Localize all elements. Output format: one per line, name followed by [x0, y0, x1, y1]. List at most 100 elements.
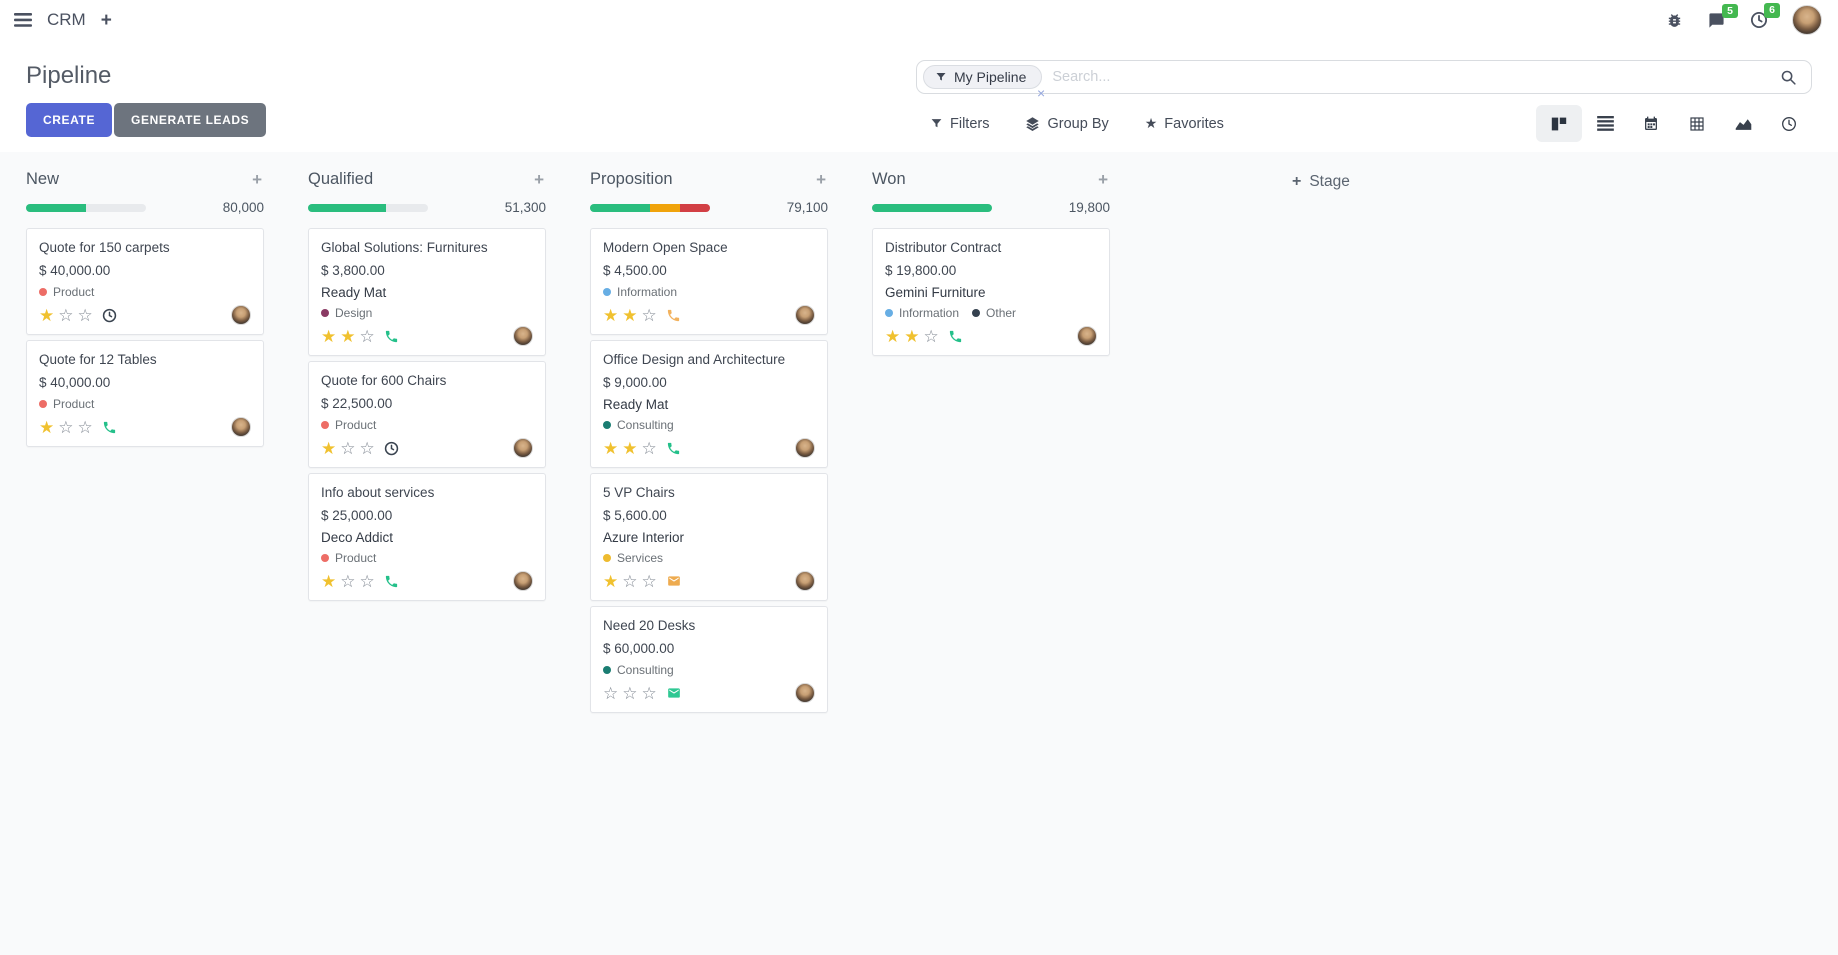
priority-star-empty-icon[interactable]: ☆: [622, 683, 638, 703]
activity-phone-icon[interactable]: [666, 308, 681, 323]
column-title[interactable]: New: [26, 170, 60, 188]
generate-leads-button[interactable]: GENERATE LEADS: [114, 103, 267, 137]
priority-stars[interactable]: ★ ★ ☆: [603, 307, 657, 324]
priority-star-filled-icon[interactable]: ★: [904, 326, 920, 346]
priority-star-filled-icon[interactable]: ★: [603, 438, 619, 458]
search-icon[interactable]: [1780, 69, 1797, 86]
create-button[interactable]: CREATE: [26, 103, 113, 137]
priority-star-empty-icon[interactable]: ☆: [58, 417, 74, 437]
add-record-icon[interactable]: +: [816, 170, 826, 189]
priority-stars[interactable]: ★ ★ ☆: [885, 328, 939, 345]
priority-star-empty-icon[interactable]: ☆: [923, 326, 939, 346]
opportunity-card[interactable]: 5 VP Chairs $ 5,600.00 Azure Interior Se…: [590, 473, 828, 601]
opportunity-card[interactable]: Global Solutions: Furnitures $ 3,800.00 …: [308, 228, 546, 356]
calendar-view-button[interactable]: [1628, 105, 1674, 142]
opportunity-card[interactable]: Distributor Contract $ 19,800.00 Gemini …: [872, 228, 1110, 356]
add-record-icon[interactable]: +: [534, 170, 544, 189]
opportunity-card[interactable]: Info about services $ 25,000.00 Deco Add…: [308, 473, 546, 601]
messages-button[interactable]: 5: [1707, 3, 1738, 29]
opportunity-card[interactable]: Quote for 600 Chairs $ 22,500.00 Product…: [308, 361, 546, 468]
priority-star-empty-icon[interactable]: ☆: [641, 305, 657, 325]
opportunity-card[interactable]: Need 20 Desks $ 60,000.00 Consulting ☆ ☆ ☆: [590, 606, 828, 713]
search-input[interactable]: [1052, 69, 1780, 85]
activity-phone-icon[interactable]: [948, 329, 963, 344]
priority-star-empty-icon[interactable]: ☆: [359, 571, 375, 591]
progress-segment[interactable]: [872, 203, 992, 212]
priority-star-filled-icon[interactable]: ★: [39, 417, 55, 437]
priority-star-filled-icon[interactable]: ★: [321, 571, 337, 591]
priority-star-empty-icon[interactable]: ☆: [359, 326, 375, 346]
group-by-button[interactable]: Group By: [1025, 115, 1109, 132]
opportunity-card[interactable]: Modern Open Space $ 4,500.00 Information…: [590, 228, 828, 335]
activity-clock-icon[interactable]: [102, 308, 117, 323]
column-progressbar[interactable]: [590, 203, 710, 212]
activity-envelope-icon[interactable]: [666, 574, 682, 588]
list-view-button[interactable]: [1582, 105, 1628, 142]
opportunity-card[interactable]: Quote for 150 carpets $ 40,000.00 Produc…: [26, 228, 264, 335]
app-name[interactable]: CRM: [47, 10, 86, 29]
activity-phone-icon[interactable]: [384, 329, 399, 344]
remove-facet-icon[interactable]: ×: [1037, 85, 1046, 101]
priority-star-empty-icon[interactable]: ☆: [359, 438, 375, 458]
priority-stars[interactable]: ☆ ☆ ☆: [603, 685, 657, 702]
add-record-icon[interactable]: +: [1098, 170, 1108, 189]
progress-segment[interactable]: [650, 203, 680, 212]
priority-stars[interactable]: ★ ☆ ☆: [603, 573, 657, 590]
kanban-view-button[interactable]: [1536, 105, 1582, 142]
progress-segment[interactable]: [308, 203, 386, 212]
priority-stars[interactable]: ★ ★ ☆: [321, 328, 375, 345]
activity-clock-icon[interactable]: [384, 441, 399, 456]
priority-star-filled-icon[interactable]: ★: [321, 438, 337, 458]
priority-star-filled-icon[interactable]: ★: [622, 438, 638, 458]
column-title[interactable]: Qualified: [308, 170, 374, 188]
priority-stars[interactable]: ★ ★ ☆: [603, 440, 657, 457]
column-title[interactable]: Won: [872, 170, 906, 188]
priority-star-filled-icon[interactable]: ★: [622, 305, 638, 325]
progress-segment[interactable]: [680, 203, 710, 212]
priority-star-empty-icon[interactable]: ☆: [340, 438, 356, 458]
opportunity-card[interactable]: Office Design and Architecture $ 9,000.0…: [590, 340, 828, 468]
priority-star-empty-icon[interactable]: ☆: [622, 571, 638, 591]
priority-star-empty-icon[interactable]: ☆: [58, 305, 74, 325]
column-progressbar[interactable]: [26, 203, 146, 212]
user-avatar[interactable]: [1792, 5, 1822, 35]
progress-segment[interactable]: [590, 203, 650, 212]
priority-stars[interactable]: ★ ☆ ☆: [39, 307, 93, 324]
activity-phone-icon[interactable]: [384, 574, 399, 589]
debug-bug-icon[interactable]: [1666, 12, 1683, 29]
activity-phone-icon[interactable]: [666, 441, 681, 456]
column-progressbar[interactable]: [308, 203, 428, 212]
favorites-button[interactable]: ★ Favorites: [1145, 115, 1224, 132]
graph-view-button[interactable]: [1720, 105, 1766, 142]
opportunity-card[interactable]: Quote for 12 Tables $ 40,000.00 Product …: [26, 340, 264, 447]
priority-star-filled-icon[interactable]: ★: [603, 571, 619, 591]
priority-star-empty-icon[interactable]: ☆: [603, 683, 619, 703]
filters-button[interactable]: Filters: [930, 115, 989, 132]
column-progressbar[interactable]: [872, 203, 992, 212]
priority-star-filled-icon[interactable]: ★: [39, 305, 55, 325]
priority-star-empty-icon[interactable]: ☆: [77, 305, 93, 325]
column-title[interactable]: Proposition: [590, 170, 673, 188]
activities-button[interactable]: 6: [1750, 3, 1780, 29]
add-record-icon[interactable]: +: [252, 170, 262, 189]
pivot-view-button[interactable]: [1674, 105, 1720, 142]
add-tab-icon[interactable]: +: [100, 9, 112, 31]
add-stage-button[interactable]: + Stage: [1292, 173, 1350, 191]
priority-star-filled-icon[interactable]: ★: [321, 326, 337, 346]
search-facet-my-pipeline[interactable]: My Pipeline: [923, 65, 1043, 89]
priority-star-filled-icon[interactable]: ★: [885, 326, 901, 346]
priority-stars[interactable]: ★ ☆ ☆: [321, 573, 375, 590]
activity-view-button[interactable]: [1766, 105, 1812, 142]
activity-envelope-icon[interactable]: [666, 686, 682, 700]
search-bar[interactable]: My Pipeline ×: [916, 60, 1812, 100]
priority-stars[interactable]: ★ ☆ ☆: [39, 419, 93, 436]
priority-star-empty-icon[interactable]: ☆: [641, 571, 657, 591]
activity-phone-icon[interactable]: [102, 420, 117, 435]
menu-icon[interactable]: [14, 13, 32, 27]
priority-star-filled-icon[interactable]: ★: [340, 326, 356, 346]
priority-star-empty-icon[interactable]: ☆: [77, 417, 93, 437]
priority-star-empty-icon[interactable]: ☆: [641, 438, 657, 458]
priority-star-filled-icon[interactable]: ★: [603, 305, 619, 325]
priority-star-empty-icon[interactable]: ☆: [641, 683, 657, 703]
progress-segment[interactable]: [26, 203, 86, 212]
